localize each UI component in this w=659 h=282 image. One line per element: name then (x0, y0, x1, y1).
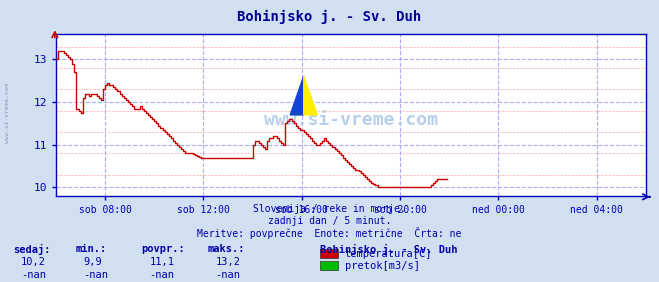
Text: min.:: min.: (76, 244, 107, 254)
Text: 10,2: 10,2 (21, 257, 46, 267)
Text: temperatura[C]: temperatura[C] (345, 248, 432, 259)
Text: Meritve: povprečne  Enote: metrične  Črta: ne: Meritve: povprečne Enote: metrične Črta:… (197, 227, 462, 239)
Text: -nan: -nan (215, 270, 241, 280)
Text: povpr.:: povpr.: (142, 244, 185, 254)
Polygon shape (290, 76, 304, 115)
Text: zadnji dan / 5 minut.: zadnji dan / 5 minut. (268, 216, 391, 226)
Polygon shape (304, 76, 317, 115)
Text: sedaj:: sedaj: (13, 244, 51, 255)
Text: maks.:: maks.: (208, 244, 245, 254)
Text: 9,9: 9,9 (84, 257, 102, 267)
Text: www.si-vreme.com: www.si-vreme.com (5, 83, 11, 143)
Text: -nan: -nan (21, 270, 46, 280)
Text: www.si-vreme.com: www.si-vreme.com (264, 111, 438, 129)
Text: Slovenija / reke in morje.: Slovenija / reke in morje. (253, 204, 406, 214)
Text: Bohinjsko j. - Sv. Duh: Bohinjsko j. - Sv. Duh (320, 244, 457, 255)
Text: 13,2: 13,2 (215, 257, 241, 267)
Text: -nan: -nan (150, 270, 175, 280)
Text: pretok[m3/s]: pretok[m3/s] (345, 261, 420, 271)
Text: -nan: -nan (84, 270, 109, 280)
Text: 11,1: 11,1 (150, 257, 175, 267)
Text: Bohinjsko j. - Sv. Duh: Bohinjsko j. - Sv. Duh (237, 10, 422, 24)
